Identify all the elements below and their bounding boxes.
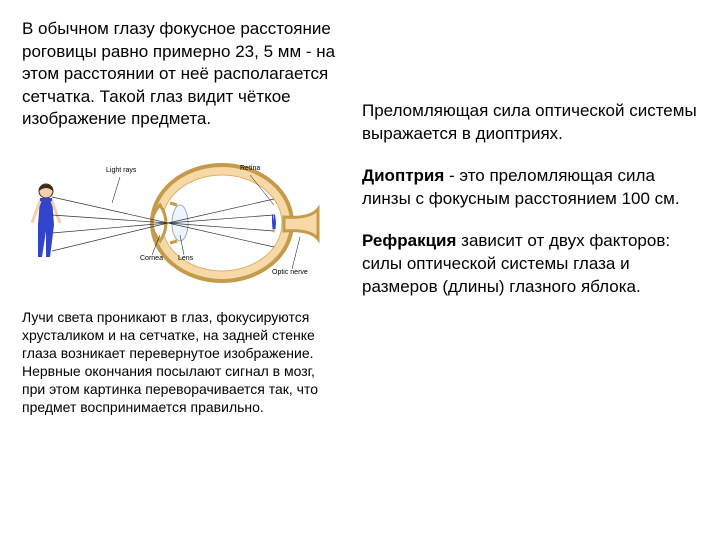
term-refraction: Рефракция [362, 231, 456, 250]
right-paragraph-2: Диоптрия - это преломляющая сила линзы с… [362, 165, 698, 210]
person-icon [32, 184, 60, 257]
label-retina: Retina [240, 165, 260, 172]
left-paragraph-1: В обычном глазу фокусное расстояние рого… [22, 18, 342, 131]
term-dioptry: Диоптрия [362, 166, 444, 185]
eye-diagram: Light rays Cornea Lens Retina Optic nerv… [22, 145, 322, 295]
label-optic-nerve: Optic nerve [272, 269, 308, 276]
right-paragraph-3: Рефракция зависит от двух факторов: силы… [362, 230, 698, 298]
label-cornea: Cornea [140, 255, 163, 262]
left-column: В обычном глазу фокусное расстояние рого… [22, 18, 342, 522]
label-light-rays: Light rays [106, 167, 136, 174]
label-lens: Lens [178, 255, 193, 262]
right-paragraph-1: Преломляющая сила оптической системы выр… [362, 100, 698, 145]
diagram-caption: Лучи света проникают в глаз, фокусируютс… [22, 309, 342, 416]
right-column: Преломляющая сила оптической системы выр… [342, 18, 698, 522]
